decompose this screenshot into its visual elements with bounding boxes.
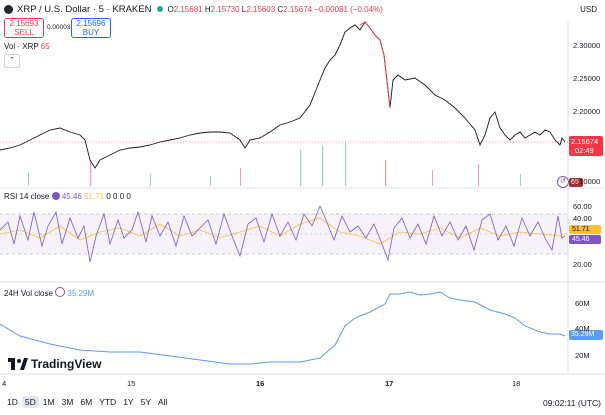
volume-legend: Vol · XRP 65 [4,42,50,51]
volume-bar [345,142,347,186]
buy-button[interactable]: 2.15696 BUY [71,18,111,38]
price-series-down [359,21,391,109]
ohlc-o: 2.15681 [173,4,203,14]
ohlc-l-key: L [241,4,247,14]
ohlc-h-key: H [204,4,211,14]
time-tick: 18 [512,379,521,388]
currency-label[interactable]: USD [580,5,597,14]
rsi-ma-tag [569,225,601,234]
tradingview-logo[interactable]: TradingView [8,357,101,371]
alert-icon[interactable]: ↺ [557,176,569,188]
volume-bar [432,170,433,186]
volume-bar [210,176,211,186]
timeframe-all[interactable]: All [158,397,168,407]
timeframe-1y[interactable]: 1Y [123,397,134,407]
buy-price: 2.15696 [76,19,106,28]
time-tick: 15 [127,379,136,388]
volume-value: 65 [40,42,50,51]
ohlc-change: −0.00081 (−0.04%) [314,4,383,14]
sell-price: 2.15693 [9,19,39,28]
time-tick: 16 [256,379,265,388]
rsi-extra-value: 0 [119,192,125,201]
candle-countdown: 02:49 [575,146,594,155]
vol24-line [0,291,566,365]
volume-bar [28,172,29,186]
time-tick: 4 [2,379,7,388]
volume-label: Vol · XRP [4,42,39,51]
collapse-legend-icon[interactable]: ⌃ [4,54,20,68]
rsi-line [0,204,566,263]
rsi-label: RSI 14 close [4,192,50,201]
rsi-tick: 20.00 [573,260,592,269]
vol24-label: 24H Vol close [4,289,53,298]
volume-bar [385,160,387,186]
ohlc-h: 2.15730 [210,4,240,14]
price-series-line [0,21,566,169]
timeframe-bar: 1D 5D 1M 3M 6M YTD 1Y 5Y All [4,396,170,408]
timeframe-5y[interactable]: 5Y [140,397,151,407]
timeframe-ytd[interactable]: YTD [99,397,117,407]
volume-tag [569,178,583,187]
rsi-tag-label: 45.46 [572,236,590,243]
price-tick: 2.20000 [573,107,601,116]
rsi-extra-value: 0 [106,192,111,201]
vol24-settings-icon[interactable] [55,287,66,297]
volume-bar [478,164,479,186]
vol24-tick: 20M [575,351,590,360]
time-tick: 17 [385,379,394,388]
current-price-label: 2.15674 [571,137,599,146]
rsi-tag [569,235,601,244]
tradingview-logo-icon [8,358,28,370]
vol24-tag-label: 35.29M [571,331,595,338]
volume-bar [150,174,151,186]
timeframe-1m[interactable]: 1M [42,397,55,407]
brand-name: TradingView [31,357,102,371]
rsi-extra-value: 0 [126,192,131,201]
volume-bar [300,150,302,186]
buy-label: BUY [82,28,100,37]
ohlc-values: O2.15681 H2.15730 L2.15603 C2.15674 −0.0… [167,5,382,14]
timeframe-3m[interactable]: 3M [61,397,74,407]
xrp-logo-icon [4,4,13,14]
volume-tag-label: 65 [571,179,579,186]
ohlc-c-key: C [277,4,284,14]
rsi-settings-icon[interactable] [51,192,60,200]
price-tick: 2.25000 [573,74,601,83]
sell-label: SELL [14,28,34,37]
price-tick: 2.30000 [573,41,601,50]
utc-clock[interactable]: 09:02:11 (UTC) [543,398,601,408]
volume-bar [322,146,324,186]
ohlc-c: 2.15674 [283,4,313,14]
timeframe-5d[interactable]: 5D [21,396,39,408]
rsi-ma-value: 51.71 [84,192,105,201]
rsi-ma-tag-label: 51.71 [572,226,590,233]
vol24-tick: 60M [575,299,590,308]
volume-bar [520,174,521,186]
rsi-tick: 40.00 [573,214,592,223]
current-price-tag [569,136,603,156]
rsi-tick: 60.00 [573,202,592,211]
ohlc-l: 2.15603 [246,4,276,14]
volume-bars [28,142,521,186]
rsi-value: 45.46 [61,192,82,201]
spread-value: 0.00003 [47,24,71,31]
sell-button[interactable]: 2.15693 SELL [4,18,44,38]
vol24-tag [569,330,603,340]
chart-header: XRP / U.S. Dollar · 5 · KRAKEN O2.15681 … [4,2,383,16]
symbol-title[interactable]: XRP / U.S. Dollar · 5 · KRAKEN [17,3,152,15]
market-open-icon [157,6,164,12]
vol24-tick: 40M [575,324,590,333]
ohlc-o-key: O [167,4,174,14]
rsi-extra-value: 0 [113,192,118,201]
price-tick: 2.10000 [573,177,601,186]
timeframe-1d[interactable]: 1D [7,397,18,407]
vol24-value: 35.29M [67,289,95,298]
vol24-legend: 24H Vol close 35.29M [4,287,94,298]
volume-bar [240,168,241,186]
rsi-legend: RSI 14 close 45.46 51.71 0 0 0 0 [4,192,131,201]
volume-bar [90,160,92,186]
timeframe-6m[interactable]: 6M [80,397,93,407]
